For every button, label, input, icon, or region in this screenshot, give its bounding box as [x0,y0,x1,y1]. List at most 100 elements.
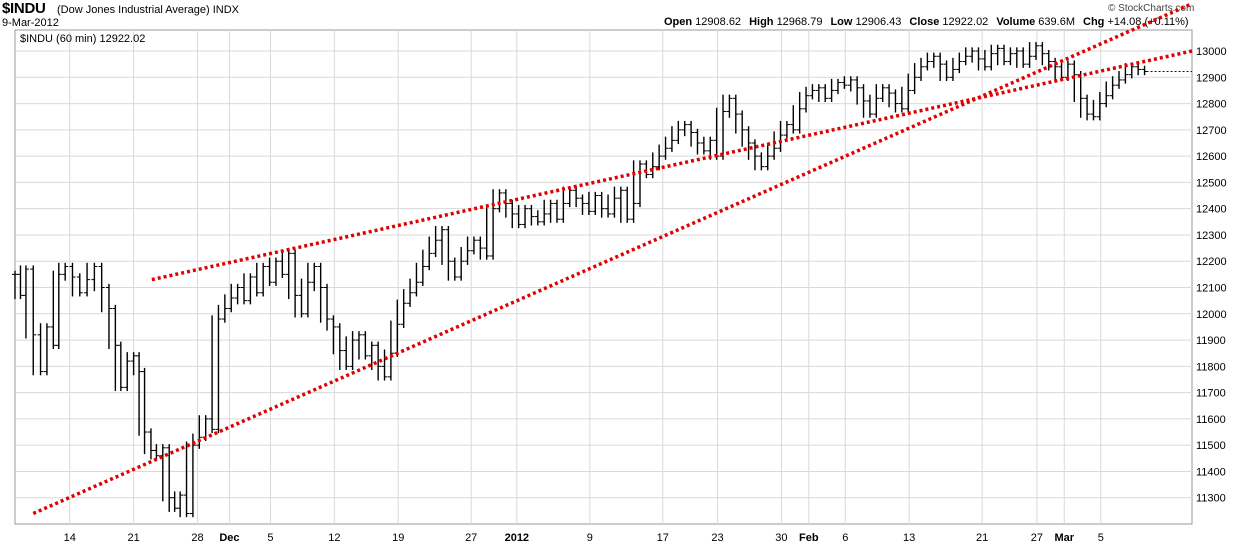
price-bar [37,323,44,376]
price-bar [624,186,631,223]
price-bar [879,84,886,102]
price-bar [253,262,260,297]
chart-legend: $INDU (60 min) 12922.02 [20,33,145,45]
price-bar [988,44,995,71]
price-bar [918,57,925,81]
price-bar [69,262,76,297]
price-bar [573,186,580,208]
price-bar [1084,94,1091,121]
x-tick-label: 21 [976,532,988,544]
price-bar [924,52,931,71]
price-bar [751,139,758,171]
x-tick-label: 17 [657,532,669,544]
price-bar [866,94,873,118]
x-tick-label: Dec [219,532,239,544]
x-tick-label: 9 [587,532,593,544]
y-tick-label: 11400 [1196,466,1226,478]
y-tick-label: 12300 [1196,230,1227,242]
price-bar [636,160,643,208]
price-bar [407,278,414,307]
price-bar [228,283,235,313]
price-bar [1020,47,1027,68]
price-bar [854,76,861,105]
quote-open-value: 12908.62 [695,16,742,28]
price-bar [649,152,656,179]
quote-close-value: 12922.02 [942,16,989,28]
quote-date: 9-Mar-2012 [2,17,59,29]
price-bar [994,44,1001,66]
price-bar [336,323,343,371]
price-bar [419,249,426,286]
price-bar [439,226,446,265]
price-bar [464,236,471,265]
price-bar [553,199,560,223]
price-bar [1116,70,1123,89]
price-bar [368,341,375,371]
quote-volume-value: 639.6M [1038,16,1075,28]
price-bar [343,336,350,371]
y-tick-label: 12100 [1196,283,1227,295]
price-bar [585,191,592,215]
price-bar [349,331,356,371]
price-bar [445,226,452,281]
price-bar [937,52,944,81]
x-tick-label: Feb [799,532,819,544]
price-bar [1096,92,1103,121]
y-tick-label: 12500 [1196,177,1227,189]
price-bar [815,84,822,102]
y-tick-label: 12600 [1196,151,1227,163]
price-bar [400,289,407,328]
x-tick-label: 5 [267,532,273,544]
price-bar [1052,57,1059,81]
price-bar [62,262,69,281]
price-bar [30,265,37,376]
price-bar [566,186,573,208]
price-bar [1103,81,1110,108]
x-tick-label: 19 [392,532,404,544]
trendline [32,2,1193,516]
quote-open-label: Open [664,16,696,28]
price-bar [905,73,912,113]
price-bar [279,249,286,279]
x-tick-label: 14 [64,532,76,544]
price-bar [956,52,963,74]
price-bar [783,120,790,139]
y-tick-label: 12800 [1196,99,1227,111]
price-bar [694,128,701,155]
quote-high-label: High [749,16,777,28]
price-bar [847,76,854,92]
price-bar [822,84,829,102]
symbol-title: $INDU [2,0,46,17]
company-label: (Dow Jones Industrial Average) [57,4,210,16]
price-bar [892,89,899,113]
quote-high-value: 12968.79 [776,16,823,28]
price-bar [1007,47,1014,66]
x-tick-label: 5 [1098,532,1104,544]
price-bar [898,86,905,113]
price-bar [1135,63,1142,76]
price-bar [490,189,497,260]
price-bar [975,47,982,71]
x-tick-label: 2012 [505,532,529,544]
price-bar [381,349,388,381]
exchange-label: INDX [212,4,239,16]
price-bar [84,262,91,297]
x-tick-label: 21 [127,532,139,544]
price-bar [432,226,439,258]
price-bar [426,236,433,271]
price-bar [981,49,988,71]
price-bar [796,92,803,134]
price-bar [534,210,541,226]
price-bar [209,315,216,434]
price-bar [413,262,420,297]
price-bar [732,94,739,134]
price-bar [509,199,516,229]
price-bar [1039,42,1046,66]
price-bar [541,199,548,226]
price-bar [560,186,567,223]
x-tick-label: 27 [465,532,477,544]
price-bar [758,152,765,171]
price-bar [700,136,707,155]
price-bar [873,84,880,118]
price-bar [76,273,83,297]
